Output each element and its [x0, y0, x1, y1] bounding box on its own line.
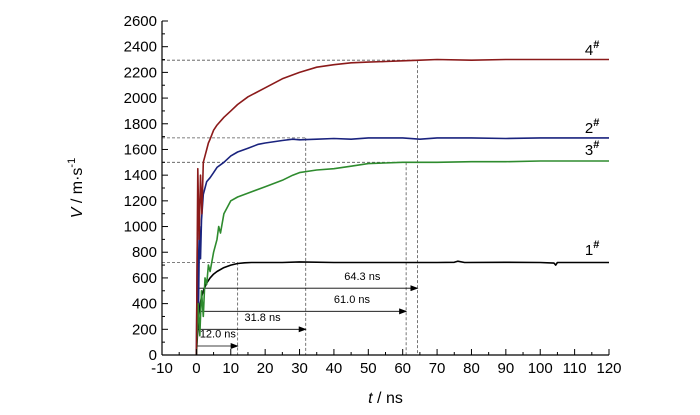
y-tick-label: 2000 — [124, 90, 157, 107]
y-tick-label: 800 — [132, 244, 157, 261]
x-tick-label: 120 — [596, 360, 621, 377]
x-tick-label: 90 — [498, 360, 515, 377]
x-tick-label: 50 — [360, 360, 377, 377]
time-arrows: 12.0 ns 31.8 ns 61.0 ns 64.3 ns — [196, 271, 419, 350]
x-tick-label: 0 — [192, 360, 200, 377]
y-tick-label: 600 — [132, 270, 157, 287]
series-label-3: 3# — [585, 139, 599, 159]
y-tick-label: 1600 — [124, 141, 157, 158]
axes: -10 0 10 20 30 40 50 60 70 80 90 100 110 120020040060… — [124, 13, 622, 377]
x-tick-label: 110 — [563, 360, 587, 377]
series-line-4 — [195, 58, 609, 356]
y-tick-label: 1800 — [124, 116, 157, 133]
series-label-4: 4# — [585, 39, 599, 59]
series-label-2: 2# — [585, 117, 599, 137]
time-arrow-label: 12.0 ns — [200, 329, 237, 341]
y-tick-label: 0 — [149, 347, 157, 364]
y-tick-label: 2400 — [124, 39, 157, 56]
x-tick-label: 30 — [291, 360, 308, 377]
y-tick-label: 2600 — [124, 13, 157, 30]
time-arrow-label: 61.0 ns — [334, 294, 371, 306]
curve-labels: 1# 2#3# 4# — [585, 39, 599, 259]
y-tick-label: 1400 — [124, 167, 157, 184]
x-tick-label: 20 — [257, 360, 274, 377]
y-tick-label: 200 — [132, 321, 157, 338]
y-axis-title: V / m·s-1 — [66, 158, 86, 218]
x-axis-title: t / ns — [368, 390, 403, 407]
x-tick-label: -10 — [151, 360, 173, 377]
x-tick-label: 70 — [429, 360, 446, 377]
y-tick-label: 1000 — [124, 219, 157, 236]
x-tick-label: 100 — [528, 360, 553, 377]
x-tick-label: 60 — [394, 360, 411, 377]
series-line-3 — [195, 160, 609, 356]
x-tick-label: 40 — [326, 360, 343, 377]
time-arrow-label: 31.8 ns — [245, 312, 282, 324]
series-label-1: 1# — [585, 239, 599, 259]
x-tick-label: 80 — [463, 360, 480, 377]
y-tick-label: 1200 — [124, 193, 157, 210]
y-tick-label: 400 — [132, 296, 157, 313]
series-line-1 — [195, 260, 609, 356]
x-tick-label: 10 — [222, 360, 239, 377]
time-arrow-label: 64.3 ns — [344, 271, 381, 283]
y-tick-label: 2200 — [124, 64, 157, 81]
series-curves — [195, 58, 609, 356]
